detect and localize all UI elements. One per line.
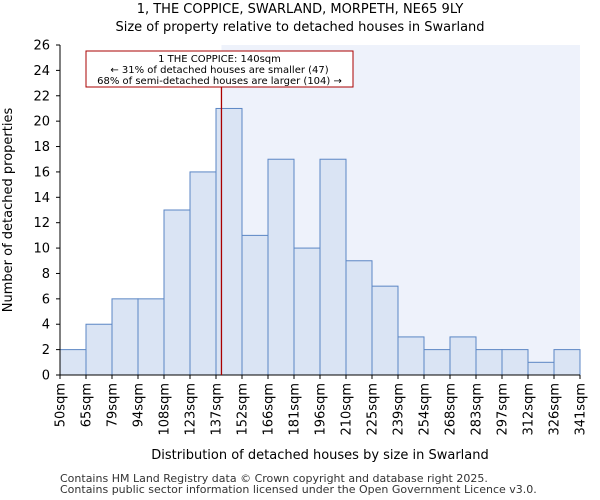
annotation-line-3: 68% of semi-detached houses are larger (… bbox=[97, 76, 342, 87]
bar-283sqm bbox=[475, 349, 503, 376]
x-tick-label: 196sqm bbox=[314, 383, 329, 436]
x-tick-label: 94sqm bbox=[132, 383, 147, 427]
bar-65sqm bbox=[85, 323, 113, 376]
bar-166sqm bbox=[267, 158, 295, 376]
x-tick-label: 79sqm bbox=[106, 383, 121, 427]
x-tick-label: 137sqm bbox=[210, 383, 225, 436]
x-tick-label: 312sqm bbox=[522, 383, 537, 436]
y-tick-label: 22 bbox=[33, 89, 50, 104]
bar-254sqm bbox=[423, 349, 451, 376]
bar-152sqm bbox=[241, 234, 269, 376]
x-tick-label: 239sqm bbox=[392, 383, 407, 436]
x-axis-label: Distribution of detached houses by size … bbox=[151, 448, 489, 463]
bar-297sqm bbox=[501, 349, 529, 376]
y-tick-label: 4 bbox=[42, 318, 50, 333]
x-tick-label: 297sqm bbox=[496, 383, 511, 436]
bar-326sqm bbox=[553, 349, 581, 376]
bar-225sqm bbox=[371, 285, 399, 376]
bar-79sqm bbox=[111, 298, 139, 376]
x-tick-label: 181sqm bbox=[288, 383, 303, 436]
y-tick-label: 16 bbox=[33, 165, 50, 180]
y-axis-label: Number of detached properties bbox=[1, 108, 16, 313]
x-tick-label: 123sqm bbox=[184, 383, 199, 436]
bar-94sqm bbox=[137, 298, 165, 376]
footer-copyright: Contains HM Land Registry data © Crown c… bbox=[60, 472, 488, 485]
annotation-line-1: 1 THE COPPICE: 140sqm bbox=[158, 54, 281, 65]
bar-50sqm bbox=[59, 349, 87, 376]
y-tick-label: 2 bbox=[42, 343, 50, 358]
bar-312sqm bbox=[527, 361, 555, 376]
x-tick-label: 166sqm bbox=[262, 383, 277, 436]
bar-181sqm bbox=[293, 247, 321, 376]
y-tick-label: 12 bbox=[33, 216, 50, 231]
y-tick-label: 8 bbox=[42, 267, 50, 282]
x-tick-label: 341sqm bbox=[574, 383, 589, 436]
x-tick-label: 254sqm bbox=[418, 383, 433, 436]
x-tick-label: 152sqm bbox=[236, 383, 251, 436]
x-tick-label: 50sqm bbox=[54, 383, 69, 427]
bar-196sqm bbox=[319, 158, 347, 376]
x-tick-label: 65sqm bbox=[80, 383, 95, 427]
bar-137sqm bbox=[215, 107, 243, 376]
y-tick-label: 10 bbox=[33, 242, 50, 257]
x-tick-label: 225sqm bbox=[366, 383, 381, 436]
y-tick-label: 20 bbox=[33, 115, 50, 130]
y-tick-label: 24 bbox=[33, 64, 50, 79]
chart-subtitle: Size of property relative to detached ho… bbox=[115, 20, 485, 35]
x-tick-label: 268sqm bbox=[444, 383, 459, 436]
y-tick-label: 18 bbox=[33, 140, 50, 155]
annotation-line-2: ← 31% of detached houses are smaller (47… bbox=[110, 65, 328, 76]
x-tick-label: 326sqm bbox=[548, 383, 563, 436]
y-tick-label: 6 bbox=[42, 292, 50, 307]
bar-108sqm bbox=[163, 209, 191, 376]
chart-title: 1, THE COPPICE, SWARLAND, MORPETH, NE65 … bbox=[136, 2, 464, 17]
footer-licence: Contains public sector information licen… bbox=[60, 483, 537, 496]
bar-239sqm bbox=[397, 336, 425, 376]
annotation-box bbox=[85, 50, 354, 88]
y-tick-label: 14 bbox=[33, 191, 50, 206]
bar-123sqm bbox=[189, 171, 217, 376]
y-tick-label: 26 bbox=[33, 39, 50, 54]
x-tick-label: 210sqm bbox=[340, 383, 355, 436]
y-tick-label: 0 bbox=[42, 369, 50, 384]
bar-268sqm bbox=[449, 336, 477, 376]
x-tick-label: 283sqm bbox=[470, 383, 485, 436]
x-tick-label: 108sqm bbox=[158, 383, 173, 436]
bar-210sqm bbox=[345, 260, 373, 376]
